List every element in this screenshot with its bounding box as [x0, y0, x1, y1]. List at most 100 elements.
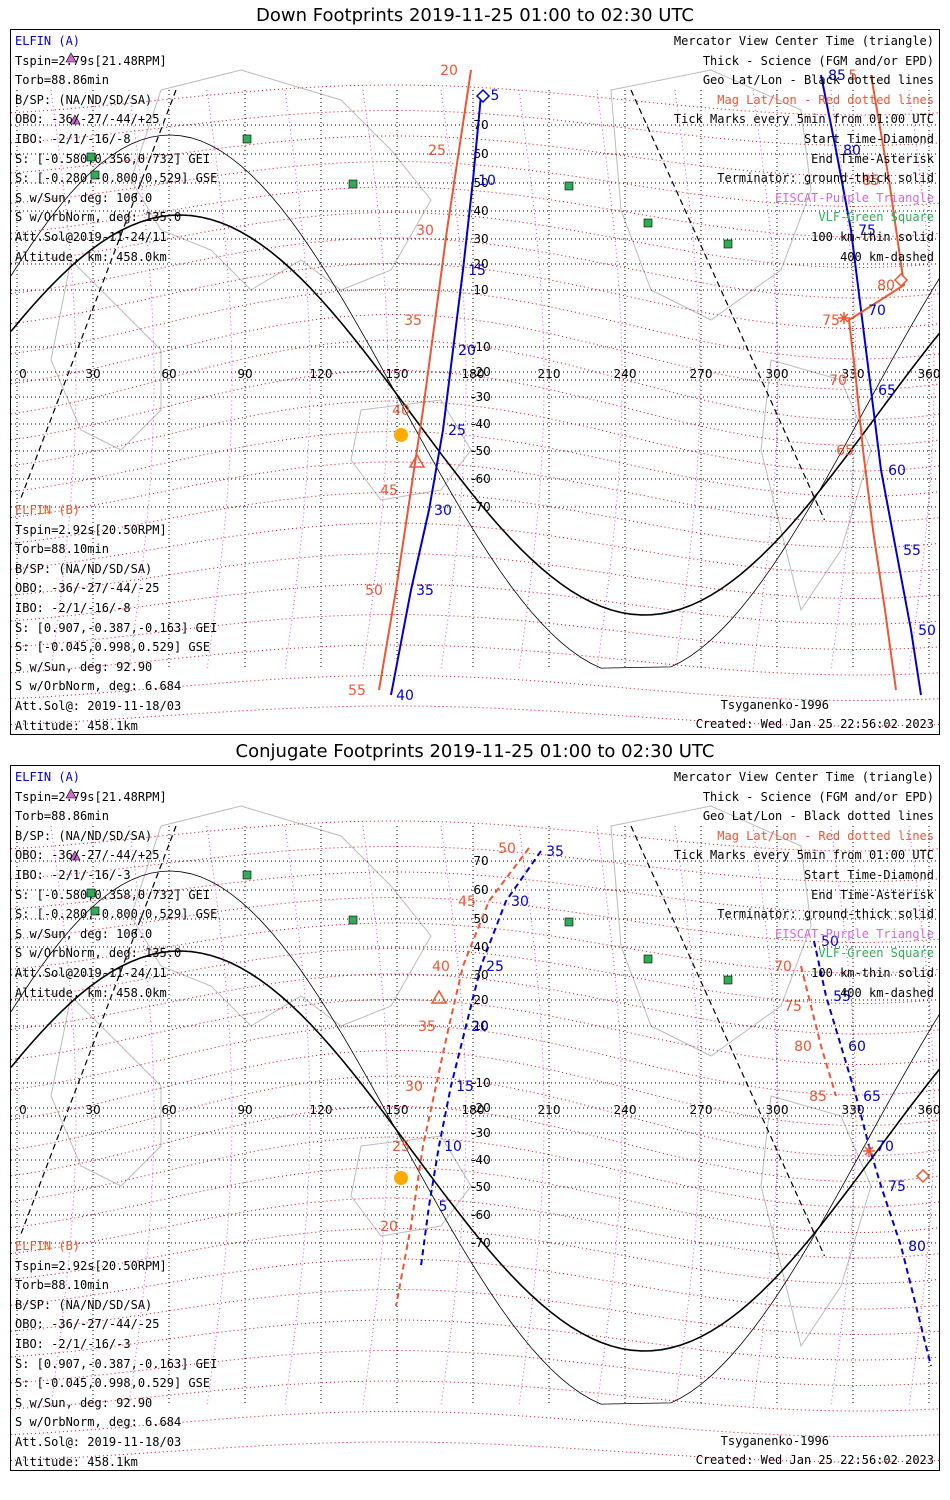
- sat-b-line: Altitude: 458.1km: [15, 1454, 138, 1469]
- sat-b-tick-label: 25: [392, 1139, 410, 1155]
- vlf-station-square: [242, 870, 252, 880]
- lat-tick-label: -20: [471, 365, 491, 379]
- sat-b-line: B/SP: (NA/ND/SD/SA): [15, 561, 153, 576]
- coastline: [130, 69, 432, 291]
- legend-line: Thick - Science (FGM and/or EPD): [702, 53, 934, 68]
- sat-b-line: S: [0.907,-0.387,-0.163] GEI: [15, 1356, 218, 1371]
- lon-tick-label: 180: [462, 1103, 485, 1117]
- lon-tick-label: 30: [85, 1103, 100, 1117]
- model-label: Tsyganenko-1996: [720, 698, 829, 712]
- sat-b-line: Tspin=2.92s[20.50RPM]: [15, 1258, 167, 1273]
- legend-line: Geo Lat/Lon - Black dotted lines: [702, 809, 934, 824]
- sat-a-line: Tspin=2.79s[21.48RPM]: [15, 53, 167, 68]
- vlf-station-square: [564, 917, 574, 927]
- vlf-station-square: [564, 181, 574, 191]
- lon-tick-label: 90: [237, 367, 252, 381]
- sat-a-tick-label: 5: [491, 88, 500, 104]
- legend-line: Mag Lat/Lon - Red dotted lines: [717, 92, 934, 107]
- lat-tick-label: -60: [471, 1208, 491, 1222]
- sat-a-tick-label: 35: [416, 583, 434, 599]
- lon-tick-label: 180: [462, 367, 485, 381]
- sat-a-line: S w/Sun, deg: 106.0: [15, 190, 153, 205]
- sat-a-name: ELFIN (A): [15, 770, 81, 784]
- sat-b-tick-label: 75: [822, 313, 840, 329]
- sat-a-line: Att.Sol@2019-11-24/11: [15, 965, 167, 980]
- mag-lat-gridline: [11, 135, 939, 177]
- lat-tick-label: 70: [473, 118, 488, 132]
- sat-a-tick-label: 10: [478, 173, 496, 189]
- coastline: [760, 359, 872, 612]
- lon-tick-label: 60: [161, 367, 176, 381]
- lon-tick-label: 60: [161, 1103, 176, 1117]
- mag-lat-gridline: [11, 1167, 939, 1233]
- sat-b-tick-label: 55: [348, 683, 366, 699]
- lat-tick-label: 10: [473, 283, 488, 297]
- eiscat-triangle: [69, 114, 81, 125]
- sat-b-tick-label: 80: [877, 278, 895, 294]
- mag-lat-gridline: [11, 237, 939, 299]
- lon-tick-label: 120: [310, 367, 333, 381]
- coastline: [350, 399, 472, 501]
- sat-a-line: S: [-0.280,-0.800,0.529] GSE: [15, 171, 218, 186]
- lat-tick-label: 50: [473, 176, 488, 190]
- legend-line: 400 km-dashed: [840, 985, 934, 1000]
- model-label: Tsyganenko-1996: [720, 1434, 829, 1448]
- terminator-100km: [11, 870, 939, 1405]
- sat-a-line: B/SP: (NA/ND/SD/SA): [15, 92, 153, 107]
- sat-a-tick-label: 50: [918, 623, 936, 639]
- sat-b-line: Att.Sol@: 2019-11-18/03: [15, 1434, 182, 1449]
- mag-lat-gridline: [11, 1289, 939, 1335]
- sat-b-line: S w/Sun, deg: 92.90: [15, 659, 153, 674]
- sat-b-track-east: [800, 965, 837, 1097]
- mag-lat-gridline: [11, 431, 939, 497]
- lat-tick-label: -30: [471, 1126, 491, 1140]
- sat-a-line: S w/OrbNorm, deg: 135.0: [15, 210, 182, 225]
- sat-b-line: S w/Sun, deg: 92.90: [15, 1395, 153, 1410]
- start-diamond-a: [475, 88, 491, 104]
- coastline: [130, 805, 432, 1027]
- sat-a-line: S: [-0.280,-0.800,0.529] GSE: [15, 907, 218, 922]
- legend-line: 100 km-thin solid: [811, 965, 934, 980]
- sat-a-tick-label: 50: [821, 934, 839, 950]
- lat-tick-label: -60: [471, 472, 491, 486]
- lon-tick-label: 270: [690, 367, 713, 381]
- end-asterisk: [863, 1145, 875, 1157]
- sat-a-track-east: [820, 74, 922, 696]
- sat-b-line: IBO: -2/1/-16/-8: [15, 600, 131, 615]
- sat-a-tick-label: 20: [471, 1019, 489, 1035]
- sat-a-tick-label: 65: [863, 1089, 881, 1105]
- sat-b-tick-label: 35: [404, 313, 422, 329]
- vlf-station-square: [90, 906, 100, 916]
- sat-b-line: Altitude: 458.1km: [15, 718, 138, 733]
- start-diamond-b: [893, 272, 909, 288]
- sun-icon: [394, 1171, 408, 1185]
- legend-line: Start Time-Diamond: [803, 867, 934, 882]
- lat-tick-label: 70: [473, 854, 488, 868]
- coastline: [610, 805, 812, 1057]
- legend-line: VLF-Green Square: [818, 946, 934, 961]
- sat-b-track: [378, 69, 472, 691]
- lat-tick-label: 60: [473, 883, 488, 897]
- sat-a-tick-label: 20: [458, 343, 476, 359]
- sat-a-track: [390, 94, 482, 696]
- map-panel-down: 70 60 50 40 30 20 10 -10 -20 -30 -40 -50 -60 -70 0 30 60…: [10, 29, 940, 735]
- sat-a-tick-label: 75: [858, 223, 876, 239]
- sat-a-tick-label: 35: [546, 844, 564, 860]
- mag-lat-gridline: [11, 1441, 939, 1463]
- lat-tick-label: -40: [471, 1153, 491, 1167]
- sat-b-tick-label: 5: [849, 68, 858, 84]
- sat-b-line: S w/OrbNorm, deg: 6.684: [15, 679, 182, 694]
- sat-a-tick-label: 30: [434, 503, 452, 519]
- sat-b-tick-label: 80: [794, 1039, 812, 1055]
- lat-tick-label: -20: [471, 1101, 491, 1115]
- sun-icon: [394, 428, 408, 442]
- sat-b-tick-label: 40: [392, 403, 410, 419]
- sat-a-line: Torb=88.86min: [15, 73, 109, 88]
- sat-b-line: Torb=88.10min: [15, 542, 109, 557]
- sat-b-line: Att.Sol@: 2019-11-18/03: [15, 698, 182, 713]
- sat-a-tick-label: 80: [908, 1239, 926, 1255]
- view-center-triangle: [430, 989, 448, 1004]
- sat-b-tick-label: 70: [774, 959, 792, 975]
